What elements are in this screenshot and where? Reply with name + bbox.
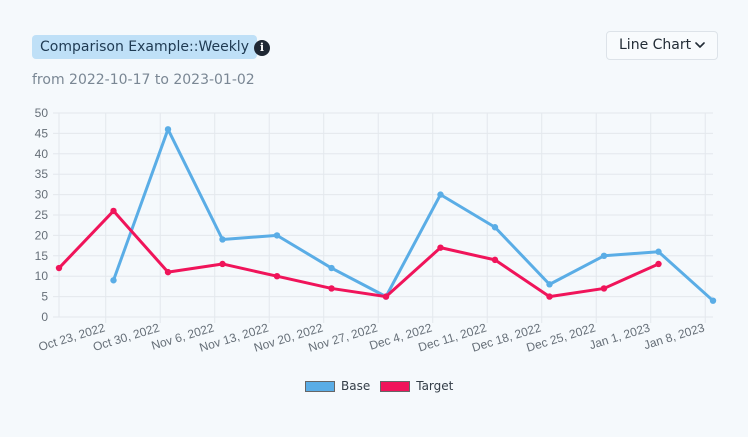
chart-type-dropdown[interactable]: Line Chart (606, 31, 718, 60)
data-point-target (382, 293, 390, 300)
legend-label: Base (341, 379, 371, 393)
y-tick-label: 15 (35, 249, 49, 263)
chart-type-label: Line Chart (619, 37, 692, 53)
x-tick-label: Jan 8, 2023 (642, 320, 706, 352)
legend-item-target[interactable]: Target (380, 379, 453, 393)
data-point-base (600, 252, 608, 259)
data-point-target (219, 260, 226, 268)
x-tick-label: Jan 1, 2023 (588, 320, 652, 352)
legend-swatch (380, 380, 411, 392)
y-tick-label: 30 (35, 188, 49, 202)
y-tick-label: 20 (35, 228, 49, 242)
y-tick-label: 5 (41, 290, 48, 304)
chevron-down-icon (695, 42, 705, 48)
y-tick-label: 40 (35, 147, 49, 161)
y-tick-label: 25 (35, 208, 49, 222)
data-point-target (491, 256, 499, 264)
data-point-base (164, 126, 172, 133)
y-tick-label: 0 (41, 310, 48, 324)
data-point-target (55, 264, 63, 272)
data-point-base (437, 191, 444, 198)
data-point-target (273, 273, 281, 280)
data-point-base (110, 277, 117, 284)
data-point-target (437, 244, 444, 251)
data-point-target (164, 268, 172, 276)
legend-swatch (305, 380, 335, 392)
data-point-base (273, 232, 281, 239)
series-line-target (57, 209, 660, 299)
legend-item-base[interactable]: Base (305, 379, 370, 393)
data-point-target (328, 285, 335, 292)
data-point-target (110, 207, 117, 215)
data-point-base (491, 224, 499, 231)
y-tick-label: 35 (35, 167, 49, 181)
y-tick-label: 50 (35, 106, 49, 120)
data-point-base (219, 236, 226, 243)
chart-title: Comparison Example::Weekly (32, 35, 257, 59)
data-point-target (546, 293, 553, 300)
data-point-target (655, 260, 662, 268)
legend-label: Target (416, 379, 454, 393)
y-tick-label: 10 (35, 269, 49, 283)
data-point-base (709, 297, 717, 304)
chart-legend: Base Target (305, 379, 463, 393)
series-line-base (112, 127, 715, 303)
data-point-target (600, 285, 608, 292)
data-point-base (655, 248, 662, 255)
date-range-subtitle: from 2022-10-17 to 2023-01-02 (32, 72, 255, 88)
data-point-base (328, 264, 335, 272)
y-tick-label: 45 (35, 126, 49, 140)
data-point-base (546, 281, 553, 288)
info-icon[interactable]: i (254, 40, 270, 56)
